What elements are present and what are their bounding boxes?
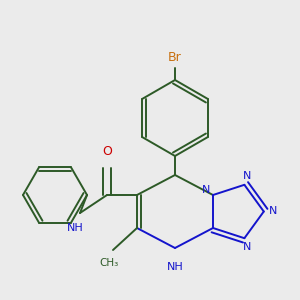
Text: NH: NH: [167, 262, 183, 272]
Text: N: N: [268, 206, 277, 217]
Text: Br: Br: [168, 51, 182, 64]
Text: N: N: [243, 242, 251, 252]
Text: NH: NH: [67, 223, 83, 233]
Text: N: N: [243, 171, 251, 181]
Text: O: O: [102, 145, 112, 158]
Text: CH₃: CH₃: [99, 258, 119, 268]
Text: N: N: [202, 185, 210, 195]
